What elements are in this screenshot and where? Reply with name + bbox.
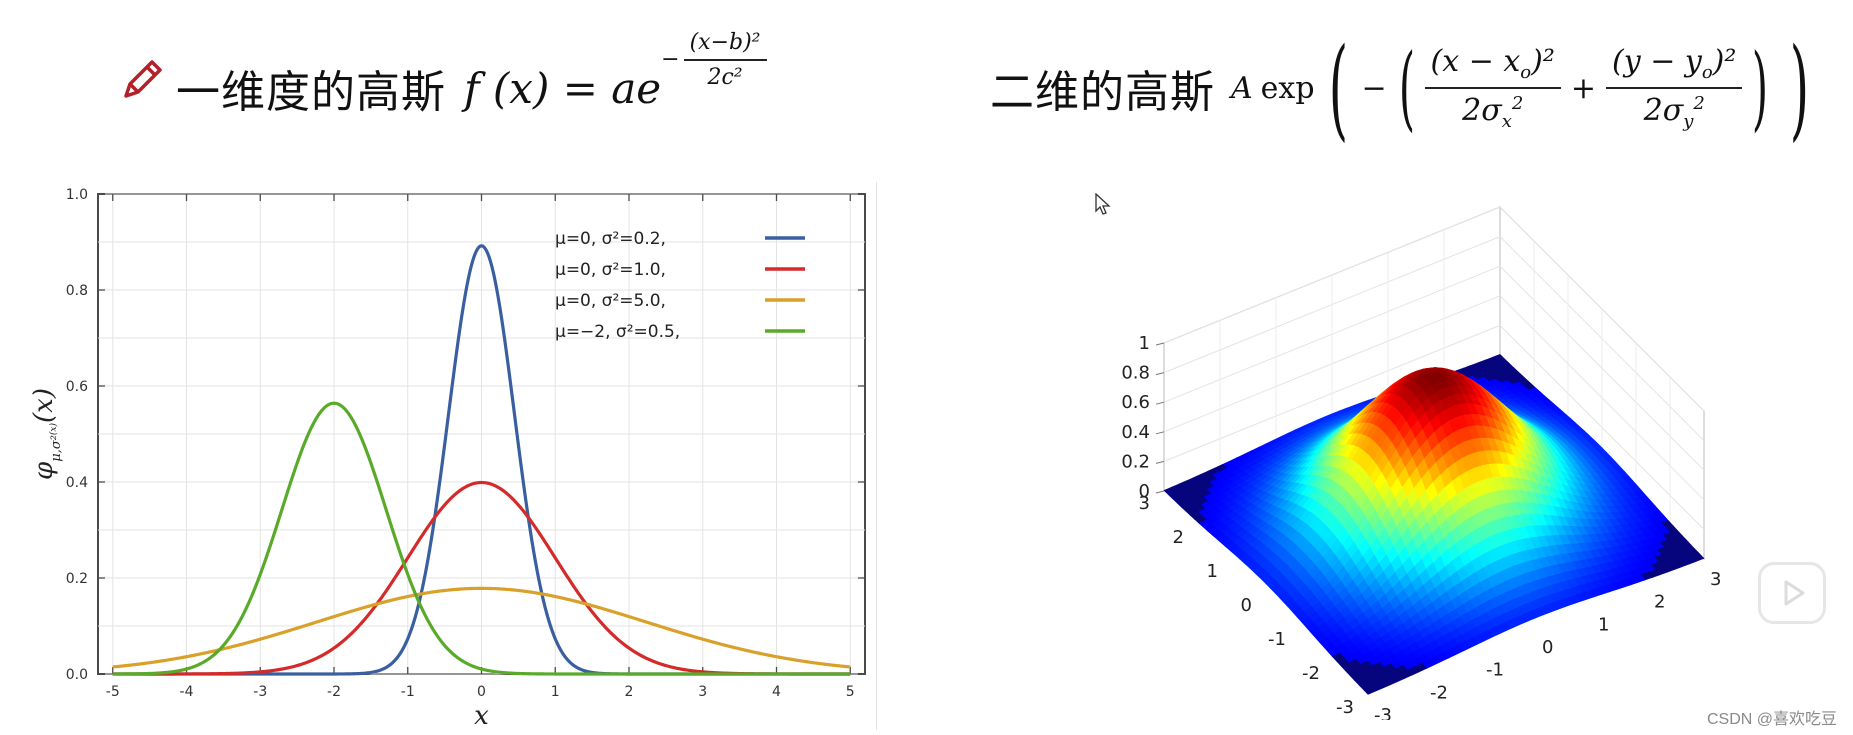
legend-label: μ=−2, σ²=0.5, (555, 322, 680, 342)
series-line (112, 586, 851, 669)
y-tick-label: -2 (1430, 682, 1448, 703)
y-tick-label: 0 (1542, 637, 1553, 658)
z-tick (1155, 431, 1165, 435)
surface-mesh (1163, 354, 1705, 695)
x-tick-label: 3 (698, 684, 707, 700)
fraction-y: (y − yo)² 2σy2 (1606, 44, 1743, 132)
right-title: 二维的高斯 A exp ( − ( (x − xo)² 2σx2 + (y − … (990, 18, 1821, 158)
series-line (112, 401, 851, 676)
x-tick-label: 3 (1139, 493, 1150, 514)
x-tick-label: 0 (1241, 595, 1252, 616)
gaussian-2d-surface: 0 0.2 0.4 0.6 0.8 1 3 2 1 0 -1 -2 -3 -3 -2 -1 0 1 2 3 (1121, 205, 1721, 720)
y-tick-label: 0.0 (66, 667, 88, 683)
surface-cell (1363, 686, 1376, 695)
x-tick-label: -3 (253, 684, 267, 700)
mouse-cursor-icon (1095, 193, 1111, 215)
formula-exp: exp (1260, 70, 1315, 106)
z-tick (1155, 401, 1165, 405)
pencil-icon (124, 60, 162, 98)
z-tick (1155, 460, 1165, 464)
play-icon (1784, 580, 1805, 606)
formula-exponent: − (x−b)² 2c² (661, 30, 767, 90)
z-tick-label: 0.2 (1121, 451, 1150, 472)
formula-amplitude: A (1231, 70, 1253, 106)
x-tick-label: 1 (551, 684, 560, 700)
gauss-1d-formula: f (x) = ae − (x−b)² 2c² (464, 30, 767, 113)
legend-label: μ=0, σ²=5.0, (555, 291, 666, 311)
y-axis-label: φμ,σ²(x)(x) (29, 388, 64, 480)
y-tick-label: 0.6 (66, 379, 88, 395)
x-tick-label: -1 (1268, 629, 1286, 650)
right-title-label: 二维的高斯 (990, 67, 1215, 118)
x-tick-label: -1 (401, 684, 415, 700)
panel-divider (876, 182, 877, 730)
y-tick-label: 2 (1654, 592, 1665, 613)
x-tick-label: -5 (106, 684, 120, 700)
left-title: 一维度的高斯 f (x) = ae − (x−b)² 2c² (176, 30, 767, 136)
z-tick-label: 1 (1139, 333, 1150, 354)
y-tick-label: 1.0 (66, 187, 88, 203)
exponent-sign: − (661, 47, 680, 72)
x-tick-label: 1 (1207, 561, 1218, 582)
x-tick-label: 4 (772, 684, 781, 700)
z-tick-label: 0.8 (1121, 363, 1150, 384)
x-tick-label: 2 (1173, 527, 1184, 548)
y-tick-label: 0.8 (66, 283, 88, 299)
z-tick-label: 0 (1139, 481, 1150, 502)
exponent-numerator: (x−b)² (683, 30, 767, 61)
x-tick-label: 2 (625, 684, 634, 700)
y-tick-label: -3 (1374, 705, 1392, 720)
z-tick (1155, 372, 1165, 376)
z-tick (1155, 342, 1165, 346)
exponent-denominator: 2c² (707, 64, 743, 90)
y-tick-label: 1 (1598, 614, 1609, 635)
legend-label: μ=0, σ²=0.2, (555, 229, 666, 249)
x-tick-label: -2 (327, 684, 341, 700)
y-tick-label: 0.2 (66, 571, 88, 587)
x-axis-label: x (474, 701, 489, 730)
z-tick-label: 0.4 (1121, 422, 1150, 443)
z-tick-label: 0.6 (1121, 392, 1150, 413)
x-tick-label: 0 (477, 684, 486, 700)
z-tick (1155, 490, 1165, 494)
x-tick-label: -3 (1336, 697, 1354, 718)
y-tick-label: 0.4 (66, 475, 88, 491)
legend-label: μ=0, σ²=1.0, (555, 260, 666, 280)
y-axis-label-text: φμ,σ²(x)(x) (29, 388, 64, 480)
x-tick-label: -2 (1302, 663, 1320, 684)
formula-lhs: f (x) = ae (464, 63, 662, 113)
csdn-watermark: CSDN @喜欢吃豆 (1706, 711, 1837, 728)
gaussian-1d-chart: -5 -4 -3 -2 -1 0 1 2 3 4 5 0.0 0.2 0.4 0.6 0.8 1.0 x φμ,σ²… (29, 187, 866, 730)
x-tick-label: 5 (846, 684, 855, 700)
x-tick-label: -4 (180, 684, 194, 700)
fraction-x: (x − xo)² 2σx2 (1424, 44, 1561, 132)
y-tick-label: -1 (1486, 660, 1504, 681)
video-play-button[interactable] (1758, 562, 1826, 624)
left-title-label: 一维度的高斯 (176, 67, 446, 118)
gauss-2d-formula: A exp ( − ( (x − xo)² 2σx2 + (y − yo)² 2… (1231, 24, 1810, 152)
y-tick-label: 3 (1710, 569, 1721, 590)
